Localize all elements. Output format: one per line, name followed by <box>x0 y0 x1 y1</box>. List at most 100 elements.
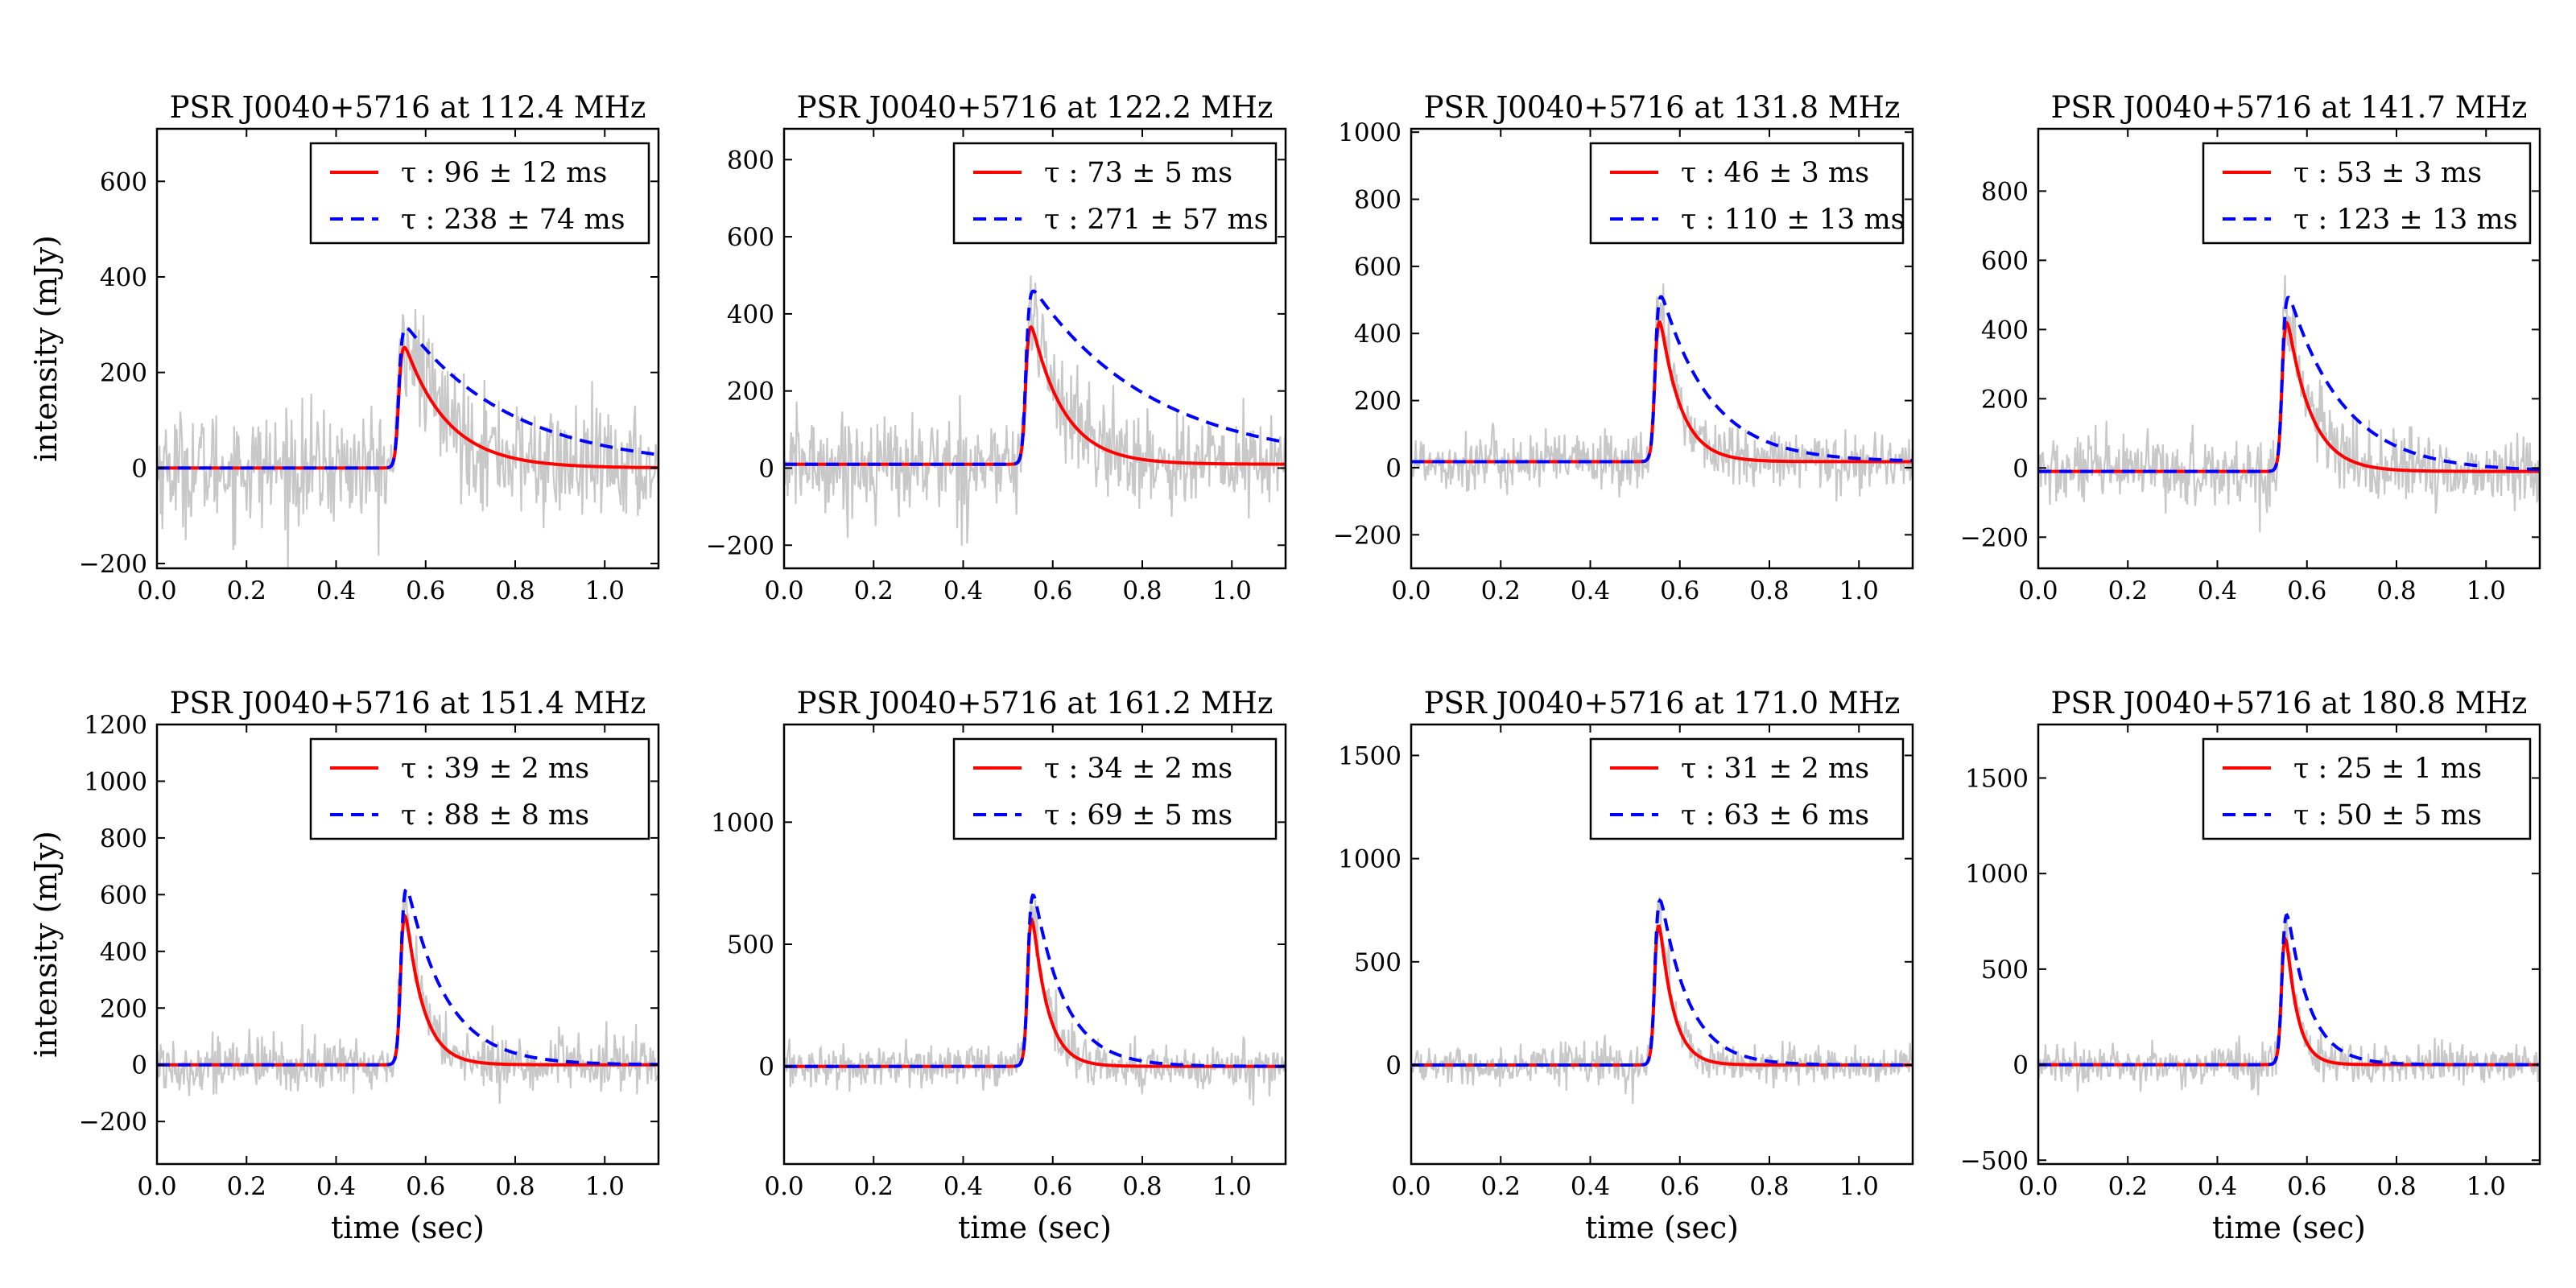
legend-label: τ : 39 ± 2 ms <box>401 753 589 785</box>
y-tick-label: 400 <box>727 300 774 329</box>
plot-area <box>784 894 1286 1106</box>
fit-curve-red <box>157 345 658 470</box>
x-tick-label: 0.8 <box>1749 1172 1789 1201</box>
x-tick-label: 0.4 <box>1571 576 1610 605</box>
y-tick-label: 0 <box>1385 454 1402 483</box>
x-axis-label: time (sec) <box>1585 1210 1739 1245</box>
x-tick-label: 1.0 <box>2467 1172 2506 1201</box>
plot-area <box>1411 897 1913 1104</box>
axes-frame <box>782 127 1287 570</box>
fit-curve-red <box>2038 320 2540 473</box>
axes-frame <box>2037 127 2541 570</box>
x-tick-label: 0.4 <box>316 1172 356 1201</box>
y-tick-label: 1000 <box>1338 118 1402 147</box>
x-tick-label: 0.0 <box>137 576 176 605</box>
y-tick-label: 400 <box>100 938 147 967</box>
x-tick-label: 0.4 <box>316 576 356 605</box>
x-tick-label: 1.0 <box>1212 1172 1252 1201</box>
y-axis-label: intensity (mJy) <box>28 235 64 462</box>
x-tick-label: 0.4 <box>943 576 983 605</box>
y-tick-label: 600 <box>100 167 147 196</box>
axes-frame <box>155 723 660 1166</box>
panel-4: 0.0 0.2 0.4 0.6 0.8 1.0 −200 0 200 400 600 800 PSR J… <box>1960 90 2541 605</box>
x-tick-label: 0.2 <box>854 1172 894 1201</box>
panel-title: PSR J0040+5716 at 171.0 MHz <box>1424 686 1901 720</box>
fit-curve-blue <box>784 289 1286 466</box>
panel-title: PSR J0040+5716 at 151.4 MHz <box>170 686 646 720</box>
y-tick-label: 1200 <box>84 711 147 740</box>
data-trace <box>2038 275 2540 533</box>
axes-frame <box>1410 723 1914 1166</box>
legend-box <box>309 737 650 840</box>
y-tick-label: −200 <box>79 550 147 579</box>
x-axis-label: time (sec) <box>2212 1210 2366 1245</box>
x-tick-label: 0.6 <box>406 1172 445 1201</box>
x-tick-label: 1.0 <box>1212 576 1252 605</box>
fit-curve-red <box>1411 924 1913 1067</box>
y-tick-label: −200 <box>79 1108 147 1137</box>
fit-curve-blue <box>157 886 658 1067</box>
y-tick-label: 0 <box>758 454 774 483</box>
y-tick-label: 600 <box>100 881 147 910</box>
y-tick-label: 1500 <box>1338 741 1402 770</box>
x-tick-label: 1.0 <box>585 1172 625 1201</box>
y-tick-label: −200 <box>706 531 774 560</box>
legend-label: τ : 53 ± 3 ms <box>2293 157 2482 189</box>
legend-label: τ : 88 ± 8 ms <box>401 799 589 832</box>
x-tick-label: 0.2 <box>227 576 266 605</box>
data-trace <box>1411 897 1913 1104</box>
x-tick-label: 0.8 <box>1122 1172 1162 1201</box>
fit-curve-blue <box>1411 898 1913 1067</box>
x-tick-label: 0.0 <box>764 1172 803 1201</box>
x-axis-label: time (sec) <box>331 1210 485 1245</box>
y-tick-label: 400 <box>1981 316 2029 345</box>
y-tick-label: −500 <box>1960 1146 2029 1175</box>
y-tick-label: 0 <box>758 1053 774 1082</box>
y-tick-label: 800 <box>727 146 774 175</box>
y-tick-label: 200 <box>100 994 147 1023</box>
x-tick-label: 0.2 <box>2108 576 2148 605</box>
axes-frame <box>1410 127 1914 570</box>
legend-box <box>952 142 1278 245</box>
panel-3: 0.0 0.2 0.4 0.6 0.8 1.0 −200 0 200 400 600 800 1000 P… <box>1333 90 1914 605</box>
fit-curve-red <box>157 913 658 1067</box>
legend-box <box>952 737 1278 840</box>
legend-label: τ : 31 ± 2 ms <box>1681 753 1869 785</box>
y-tick-label: 0 <box>2013 454 2029 483</box>
fit-curve-blue <box>2038 912 2540 1067</box>
x-tick-label: 0.0 <box>764 576 803 605</box>
x-tick-label: 0.4 <box>943 1172 983 1201</box>
legend-box <box>309 142 650 245</box>
x-tick-label: 0.8 <box>2376 1172 2416 1201</box>
x-tick-label: 0.0 <box>1391 576 1430 605</box>
x-tick-label: 0.4 <box>2198 576 2237 605</box>
y-tick-label: −200 <box>1333 521 1402 550</box>
legend-label: τ : 34 ± 2 ms <box>1044 753 1232 785</box>
panel-title: PSR J0040+5716 at 180.8 MHz <box>2051 686 2528 720</box>
y-tick-label: 800 <box>1981 177 2029 206</box>
x-tick-label: 0.4 <box>1571 1172 1610 1201</box>
panel-1: 0.0 0.2 0.4 0.6 0.8 1.0 −200 0 200 400 600 PSR J004… <box>28 90 660 605</box>
data-trace <box>157 309 658 568</box>
legend: τ : 96 ± 12 ms τ : 238 ± 74 ms <box>309 142 650 245</box>
fit-curve-red <box>1411 320 1913 464</box>
y-tick-label: 600 <box>727 223 774 252</box>
fit-curve-blue <box>157 326 658 470</box>
fit-curve-blue <box>1411 295 1913 464</box>
y-tick-label: 500 <box>1354 948 1402 977</box>
data-trace <box>784 899 1286 1106</box>
fit-curve-blue <box>784 894 1286 1068</box>
legend-label: τ : 123 ± 13 ms <box>2293 204 2518 236</box>
x-tick-label: 0.6 <box>1660 576 1699 605</box>
plot-area <box>1411 283 1913 502</box>
x-tick-label: 0.6 <box>406 576 445 605</box>
legend: τ : 34 ± 2 ms τ : 69 ± 5 ms <box>952 737 1278 840</box>
x-tick-label: 0.2 <box>2108 1172 2148 1201</box>
panel-7: 0.0 0.2 0.4 0.6 0.8 1.0 0 500 1000 1500 PSR J0040+… <box>1338 686 1914 1245</box>
x-tick-label: 0.8 <box>1749 576 1789 605</box>
x-tick-label: 0.8 <box>495 576 535 605</box>
x-tick-label: 0.8 <box>2376 576 2416 605</box>
panel-title: PSR J0040+5716 at 131.8 MHz <box>1424 90 1901 125</box>
axes-frame <box>2037 723 2541 1166</box>
